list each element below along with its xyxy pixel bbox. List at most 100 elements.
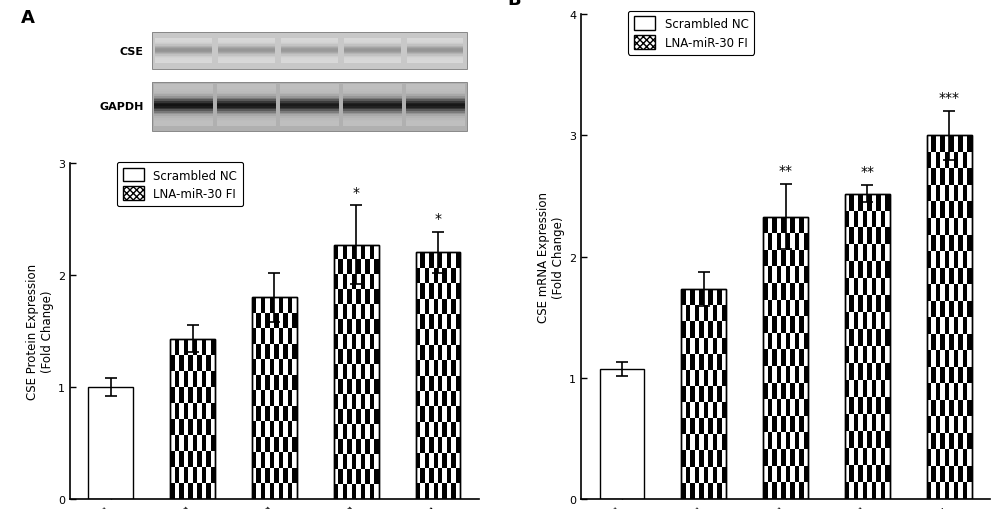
Bar (781, 317, 786, 333)
Bar (963, 285, 967, 301)
Bar (292, 437, 297, 453)
Bar (170, 355, 175, 371)
Bar (786, 333, 790, 350)
Bar (343, 87, 402, 89)
Bar (370, 484, 374, 499)
Bar (849, 431, 854, 448)
Bar (804, 300, 808, 317)
Bar (265, 406, 270, 421)
Bar (406, 110, 465, 112)
Bar (343, 103, 402, 105)
Bar (447, 437, 451, 453)
Bar (876, 262, 881, 279)
Bar (867, 228, 872, 245)
Bar (438, 284, 442, 299)
Bar (361, 245, 365, 260)
Bar (217, 114, 276, 115)
Bar (217, 98, 276, 100)
Bar (434, 268, 438, 284)
Bar (795, 466, 799, 482)
Bar (154, 85, 213, 87)
Bar (790, 350, 795, 366)
Bar (218, 40, 275, 41)
Bar (872, 414, 876, 431)
Bar (849, 397, 854, 414)
Bar (281, 40, 338, 41)
Bar (344, 49, 401, 50)
Bar (407, 59, 463, 61)
Bar (456, 345, 460, 360)
Bar (777, 300, 781, 317)
Bar (781, 350, 786, 366)
Bar (218, 45, 275, 46)
Bar (949, 433, 954, 449)
Bar (406, 98, 465, 100)
Bar (252, 328, 256, 344)
Bar (772, 317, 777, 333)
Bar (279, 484, 283, 499)
Bar (768, 466, 772, 482)
Bar (274, 313, 279, 328)
Bar (352, 454, 356, 469)
Bar (438, 437, 442, 453)
Bar (274, 437, 279, 453)
Bar (344, 47, 401, 49)
Bar (872, 380, 876, 397)
Bar (406, 87, 465, 89)
Bar (695, 306, 699, 322)
Bar (256, 344, 261, 359)
Bar (343, 93, 402, 95)
Bar (292, 468, 297, 484)
Bar (763, 449, 768, 466)
Bar (281, 45, 338, 46)
Bar (867, 296, 872, 313)
Bar (256, 406, 261, 421)
Bar (334, 394, 338, 409)
Bar (280, 123, 339, 125)
Bar (279, 390, 283, 406)
Bar (872, 347, 876, 363)
Bar (681, 386, 686, 402)
Bar (416, 422, 420, 437)
Bar (334, 305, 338, 320)
Bar (155, 63, 212, 64)
Bar (155, 60, 212, 62)
Bar (343, 110, 402, 112)
Bar (456, 437, 460, 453)
Bar (184, 467, 188, 483)
Bar (179, 387, 184, 403)
Bar (344, 46, 401, 48)
Bar (406, 125, 465, 127)
Bar (867, 194, 872, 211)
Bar (927, 483, 931, 499)
Bar (343, 108, 402, 110)
Bar (406, 105, 465, 107)
Bar (352, 394, 356, 409)
Bar (713, 402, 717, 418)
Bar (184, 435, 188, 451)
Bar (217, 115, 276, 117)
Text: *: * (434, 212, 442, 226)
Bar (963, 218, 967, 235)
Bar (854, 245, 858, 262)
Bar (438, 315, 442, 330)
Bar (334, 245, 338, 260)
Bar (218, 59, 275, 61)
Bar (945, 251, 949, 268)
Bar (425, 268, 429, 284)
Bar (777, 400, 781, 416)
Bar (885, 296, 890, 313)
Bar (790, 284, 795, 300)
Bar (768, 234, 772, 250)
Bar (429, 345, 434, 360)
Bar (407, 62, 463, 63)
Bar (600, 370, 644, 499)
Bar (407, 50, 463, 51)
Bar (356, 320, 361, 334)
Bar (155, 47, 212, 49)
Bar (170, 419, 175, 435)
Bar (854, 414, 858, 431)
Bar (863, 279, 867, 296)
Bar (699, 290, 704, 306)
Bar (218, 44, 275, 45)
